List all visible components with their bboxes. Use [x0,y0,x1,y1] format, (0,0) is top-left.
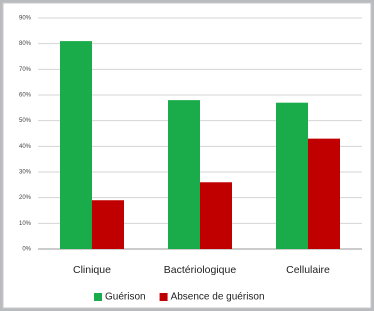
bar [200,182,232,249]
y-tick-label: 70% [19,67,32,73]
legend-label: Guérison [105,292,146,303]
chart: 0% 10% 20% 30% 40% 50% 60% 70% 80% 90% Clinique Bac… [0,0,374,311]
y-tick-label: 40% [19,144,32,150]
x-tick-label: Bactériologique [164,264,237,276]
legend-swatch [94,293,102,301]
y-tick-label: 0% [22,247,31,253]
legend-swatch [160,293,168,301]
x-tick-label: Cellulaire [286,264,330,276]
bar [276,103,308,249]
y-tick-label: 10% [19,221,32,227]
x-tick-label: Clinique [73,264,111,276]
y-tick-label: 30% [19,170,32,176]
bar [168,100,200,249]
bar [92,200,124,249]
page: {"chart_data": {"type": "bar", "categori… [0,0,374,311]
y-tick-label: 50% [19,118,32,124]
legend-label: Absence de guérison [171,292,265,303]
y-tick-label: 20% [19,195,32,201]
y-tick-label: 60% [19,93,32,99]
y-tick-label: 90% [19,16,32,22]
bar [60,41,92,249]
y-tick-label: 80% [19,41,32,47]
bar [308,139,340,249]
